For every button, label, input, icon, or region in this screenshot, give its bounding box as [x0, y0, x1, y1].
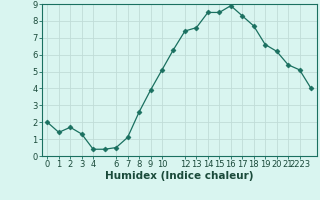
- X-axis label: Humidex (Indice chaleur): Humidex (Indice chaleur): [105, 171, 253, 181]
